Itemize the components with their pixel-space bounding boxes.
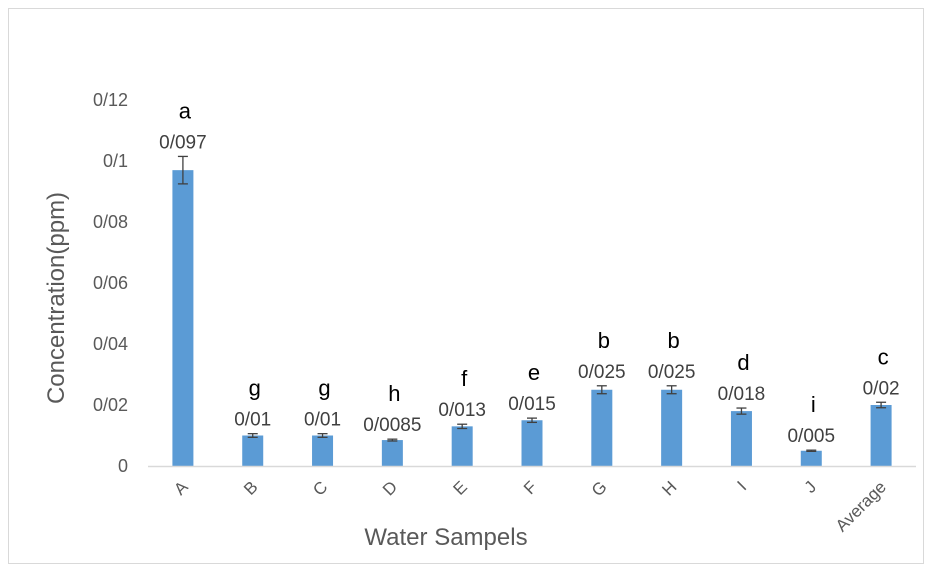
bar bbox=[730, 411, 752, 466]
bar bbox=[800, 450, 822, 466]
x-tick-label: G bbox=[588, 477, 611, 500]
error-bar bbox=[317, 433, 328, 438]
y-axis-title: Concentration(ppm) bbox=[43, 192, 70, 404]
bar bbox=[381, 440, 403, 466]
y-tick-label: 0/12 bbox=[93, 90, 128, 110]
error-bar bbox=[247, 433, 258, 438]
data-labels: 0/097 0/01 0/01 0/0085 0/013 0/015 0/025 0/025 0… bbox=[159, 132, 899, 447]
error-bar bbox=[736, 407, 747, 415]
x-tick-label: I bbox=[734, 477, 751, 494]
data-label: 0/018 bbox=[718, 384, 766, 405]
y-tick-label: 0/08 bbox=[93, 212, 128, 232]
chart-frame bbox=[8, 8, 924, 564]
x-tick-label: D bbox=[379, 477, 401, 499]
y-tick-label: 0/06 bbox=[93, 273, 128, 293]
x-axis-ticks: A B C D E F G H I J Average bbox=[170, 477, 890, 535]
significance-letter: g bbox=[249, 376, 261, 401]
bar bbox=[661, 389, 683, 466]
y-tick-label: 0 bbox=[118, 456, 128, 476]
x-tick-label: H bbox=[658, 477, 680, 499]
significance-letter: b bbox=[598, 328, 610, 353]
bars bbox=[172, 170, 892, 466]
significance-letters: a g g h f e b b d i c bbox=[179, 98, 889, 417]
y-tick-label: 0/1 bbox=[103, 151, 128, 171]
error-bar bbox=[177, 155, 188, 185]
x-tick-label: A bbox=[170, 477, 192, 499]
data-label: 0/013 bbox=[438, 400, 486, 421]
error-bars bbox=[177, 155, 887, 453]
significance-letter: d bbox=[737, 350, 749, 375]
error-bar bbox=[806, 449, 817, 453]
x-tick-label: Average bbox=[832, 477, 890, 535]
significance-letter: c bbox=[878, 344, 889, 369]
error-bar bbox=[596, 385, 607, 395]
data-label: 0/01 bbox=[234, 410, 271, 431]
x-axis-title: Water Sampels bbox=[364, 524, 527, 551]
y-tick-label: 0/02 bbox=[93, 395, 128, 415]
data-label: 0/0085 bbox=[363, 415, 421, 436]
bar bbox=[312, 435, 334, 466]
bar bbox=[451, 426, 473, 466]
significance-letter: h bbox=[388, 381, 400, 406]
data-label: 0/025 bbox=[578, 362, 626, 383]
bar bbox=[172, 170, 194, 466]
significance-letter: e bbox=[528, 360, 540, 385]
error-bar bbox=[666, 385, 677, 395]
error-bar bbox=[876, 401, 887, 409]
significance-letter: b bbox=[668, 328, 680, 353]
x-tick-label: F bbox=[520, 477, 541, 498]
error-bar bbox=[387, 438, 398, 442]
data-label: 0/015 bbox=[508, 394, 556, 415]
data-label: 0/02 bbox=[863, 378, 900, 399]
bar bbox=[870, 405, 892, 466]
bar bbox=[521, 420, 543, 466]
significance-letter: f bbox=[461, 366, 468, 391]
x-tick-label: C bbox=[309, 477, 331, 499]
y-axis-ticks: 0 0/02 0/04 0/06 0/08 0/1 0/12 bbox=[93, 90, 128, 476]
y-tick-label: 0/04 bbox=[93, 334, 128, 354]
error-bar bbox=[457, 423, 468, 430]
error-bar bbox=[527, 417, 537, 424]
x-tick-label: E bbox=[450, 477, 471, 498]
x-tick-label: B bbox=[240, 477, 261, 498]
x-tick-label: J bbox=[801, 477, 820, 496]
significance-letter: i bbox=[811, 392, 816, 417]
significance-letter: g bbox=[318, 376, 330, 401]
data-label: 0/025 bbox=[648, 362, 696, 383]
data-label: 0/097 bbox=[159, 132, 207, 153]
data-label: 0/01 bbox=[304, 410, 341, 431]
bar bbox=[242, 435, 264, 466]
bar bbox=[591, 389, 613, 466]
significance-letter: a bbox=[179, 98, 192, 123]
data-label: 0/005 bbox=[787, 426, 835, 447]
